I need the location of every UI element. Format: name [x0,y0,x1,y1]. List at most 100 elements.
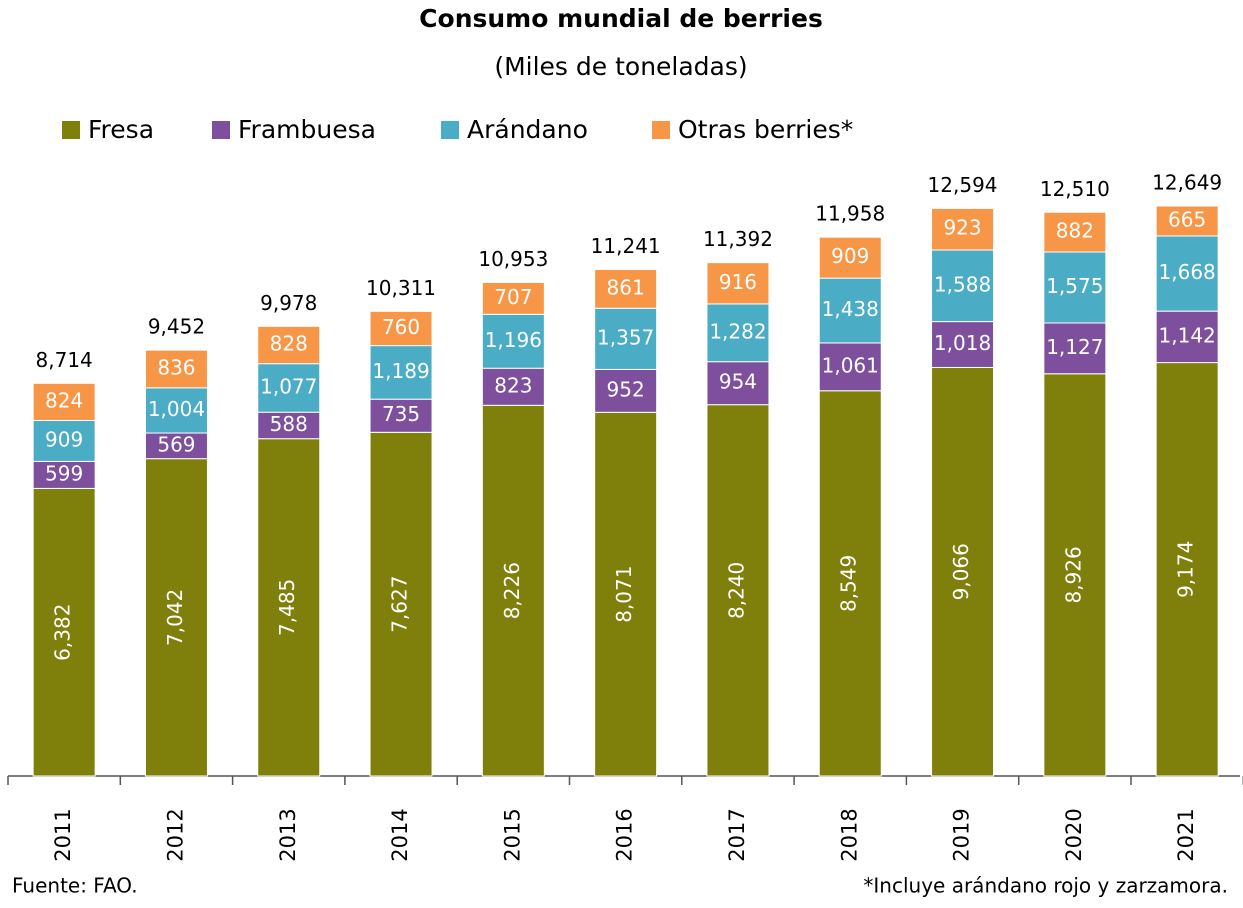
value-label: 1,282 [709,319,766,343]
value-label: 8,071 [612,566,636,623]
value-label: 760 [382,315,420,339]
total-label: 10,311 [366,276,436,300]
value-label: 665 [1168,207,1206,231]
value-label: 916 [719,270,757,294]
bar-segment [1043,373,1107,777]
chart-title: Consumo mundial de berries [419,4,823,33]
bar-segment [931,207,995,251]
x-tick-label: 2018 [837,808,861,861]
bar-segment [481,281,545,315]
bar-segment [481,404,545,777]
value-label: 1,438 [822,297,879,321]
value-label: 1,077 [260,374,317,398]
bar-segment [818,390,882,777]
value-label: 8,240 [724,562,748,619]
bar-segment [144,349,208,389]
total-label: 12,594 [928,173,998,197]
x-tick-label: 2012 [163,808,187,861]
total-label: 11,958 [815,202,885,226]
value-label: 1,588 [934,272,991,296]
value-label: 1,018 [934,331,991,355]
value-label: 569 [157,432,195,456]
bar-segment [818,236,882,279]
value-label: 588 [270,412,308,436]
legend-label: Frambuesa [238,115,376,144]
bar-segment [257,411,321,440]
chart-subtitle: (Miles de toneladas) [494,52,747,81]
value-label: 707 [494,285,532,309]
value-label: 8,549 [837,555,861,612]
bar-segment [818,277,882,344]
bar-segment [257,325,321,365]
value-label: 1,357 [597,325,654,349]
bar-segment [32,382,96,421]
value-label: 824 [45,388,83,412]
source: Fuente: FAO. [12,874,138,898]
bar-segment [369,345,433,400]
bar-segment [706,262,770,305]
bar-segment [1043,211,1107,253]
total-label: 11,392 [703,227,773,251]
x-tick-label: 2011 [51,808,75,861]
x-tick-label: 2017 [725,808,749,861]
value-label: 1,142 [1159,323,1216,347]
value-label: 8,226 [500,562,524,619]
bar-segment [931,366,995,777]
bar-segment [594,368,658,413]
bar-segment [706,404,770,777]
bar-segment [369,431,433,777]
bar-segment [144,458,208,777]
legend-label: Fresa [88,115,154,144]
x-tick-label: 2021 [1174,808,1198,861]
total-label: 12,510 [1040,177,1110,201]
bar-segment [594,268,658,309]
value-label: 828 [270,332,308,356]
value-label: 1,061 [822,353,879,377]
bar-segment [1043,251,1107,324]
value-label: 923 [943,216,981,240]
value-label: 599 [45,461,83,485]
total-label: 10,953 [478,247,548,271]
x-tick-label: 2020 [1062,808,1086,861]
legend-label: Otras berries* [678,115,853,144]
bar-segment [481,367,545,406]
x-tick-label: 2013 [276,808,300,861]
value-label: 1,004 [148,397,205,421]
value-label: 909 [45,427,83,451]
bar-segment [144,387,208,434]
value-label: 735 [382,402,420,426]
value-label: 882 [1056,219,1094,243]
bar-segment [1155,205,1219,237]
bar-segment [706,361,770,406]
value-label: 1,127 [1046,335,1103,359]
value-label: 952 [607,377,645,401]
bar-segment [369,398,433,433]
value-label: 909 [831,244,869,268]
legend-swatch [652,121,670,139]
bar-segment [1155,362,1219,777]
x-tick-label: 2019 [950,808,974,861]
value-label: 1,189 [372,359,429,383]
value-label: 9,066 [949,543,973,600]
value-label: 1,196 [485,328,542,352]
total-label: 11,241 [591,234,661,258]
bar-segment [594,411,658,777]
bar-segment [1155,235,1219,312]
value-label: 1,575 [1046,274,1103,298]
bar-segment [706,303,770,363]
bar-segment [257,363,321,413]
bar-segment [32,487,96,777]
legend-swatch [212,121,230,139]
bar-segment [1155,310,1219,364]
bar-segment [144,432,208,460]
bar-segment [594,307,658,370]
bar-segment [369,310,433,347]
value-label: 954 [719,370,757,394]
total-label: 8,714 [36,348,93,372]
bar-segment [1043,322,1107,375]
x-tick-label: 2015 [500,808,524,861]
x-tick-label: 2016 [613,808,637,861]
bar-segment [931,321,995,368]
value-label: 823 [494,373,532,397]
